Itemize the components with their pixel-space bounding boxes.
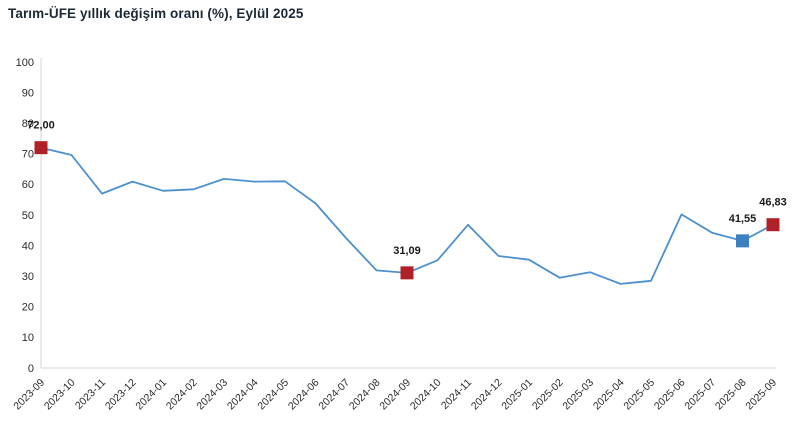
x-tick-label: 2025-02 [530, 377, 566, 413]
x-tick-label: 2024-08 [347, 377, 383, 413]
x-tick-label: 2025-05 [621, 377, 657, 413]
x-tick-label: 2024-09 [377, 377, 413, 413]
y-tick-label: 30 [22, 271, 34, 283]
y-tick-label: 0 [28, 363, 34, 375]
data-point-label: 41,55 [729, 213, 757, 225]
chart-title: Tarım-ÜFE yıllık değişim oranı (%), Eylü… [8, 6, 304, 21]
data-point-marker[interactable] [766, 218, 780, 232]
x-tick-label: 2024-02 [164, 377, 200, 413]
y-tick-label: 80 [22, 118, 34, 130]
x-tick-label: 2025-04 [591, 377, 627, 413]
y-tick-label: 70 [22, 149, 34, 161]
data-point-marker[interactable] [34, 141, 48, 155]
x-tick-label: 2024-04 [225, 377, 261, 413]
y-tick-label: 90 [22, 87, 34, 99]
x-tick-label: 2024-06 [286, 377, 322, 413]
x-tick-label: 2024-01 [133, 377, 169, 413]
x-tick-label: 2024-05 [255, 377, 291, 413]
y-tick-label: 20 [22, 302, 34, 314]
series-line [40, 146, 774, 285]
x-tick-label: 2023-12 [103, 377, 139, 413]
x-tick-label: 2023-11 [73, 377, 108, 412]
x-tick-label: 2025-08 [713, 377, 749, 413]
y-tick-label: 50 [22, 210, 34, 222]
x-tick-label: 2025-01 [499, 377, 535, 413]
data-point-marker[interactable] [400, 266, 414, 280]
y-tick-label: 40 [22, 240, 34, 252]
x-tick-label: 2025-06 [652, 377, 688, 413]
data-point-marker[interactable] [736, 234, 749, 248]
y-tick-label: 100 [16, 57, 34, 69]
x-tick-label: 2025-03 [560, 377, 596, 413]
data-point-label: 46,83 [759, 197, 787, 209]
y-tick-label: 10 [22, 332, 34, 344]
x-tick-label: 2024-03 [194, 377, 230, 413]
x-tick-label: 2024-07 [316, 377, 352, 413]
x-tick-label: 2024-11 [439, 377, 474, 412]
data-point-label: 72,00 [27, 120, 55, 132]
x-tick-label: 2023-09 [11, 377, 47, 413]
x-tick-label: 2025-07 [682, 377, 718, 413]
x-tick-label: 2024-10 [408, 377, 444, 413]
data-point-label: 31,09 [393, 245, 421, 257]
x-tick-label: 2023-10 [42, 377, 78, 413]
y-tick-label: 60 [22, 179, 34, 191]
x-tick-label: 2024-12 [469, 377, 505, 413]
x-tick-label: 2025-09 [743, 377, 779, 413]
